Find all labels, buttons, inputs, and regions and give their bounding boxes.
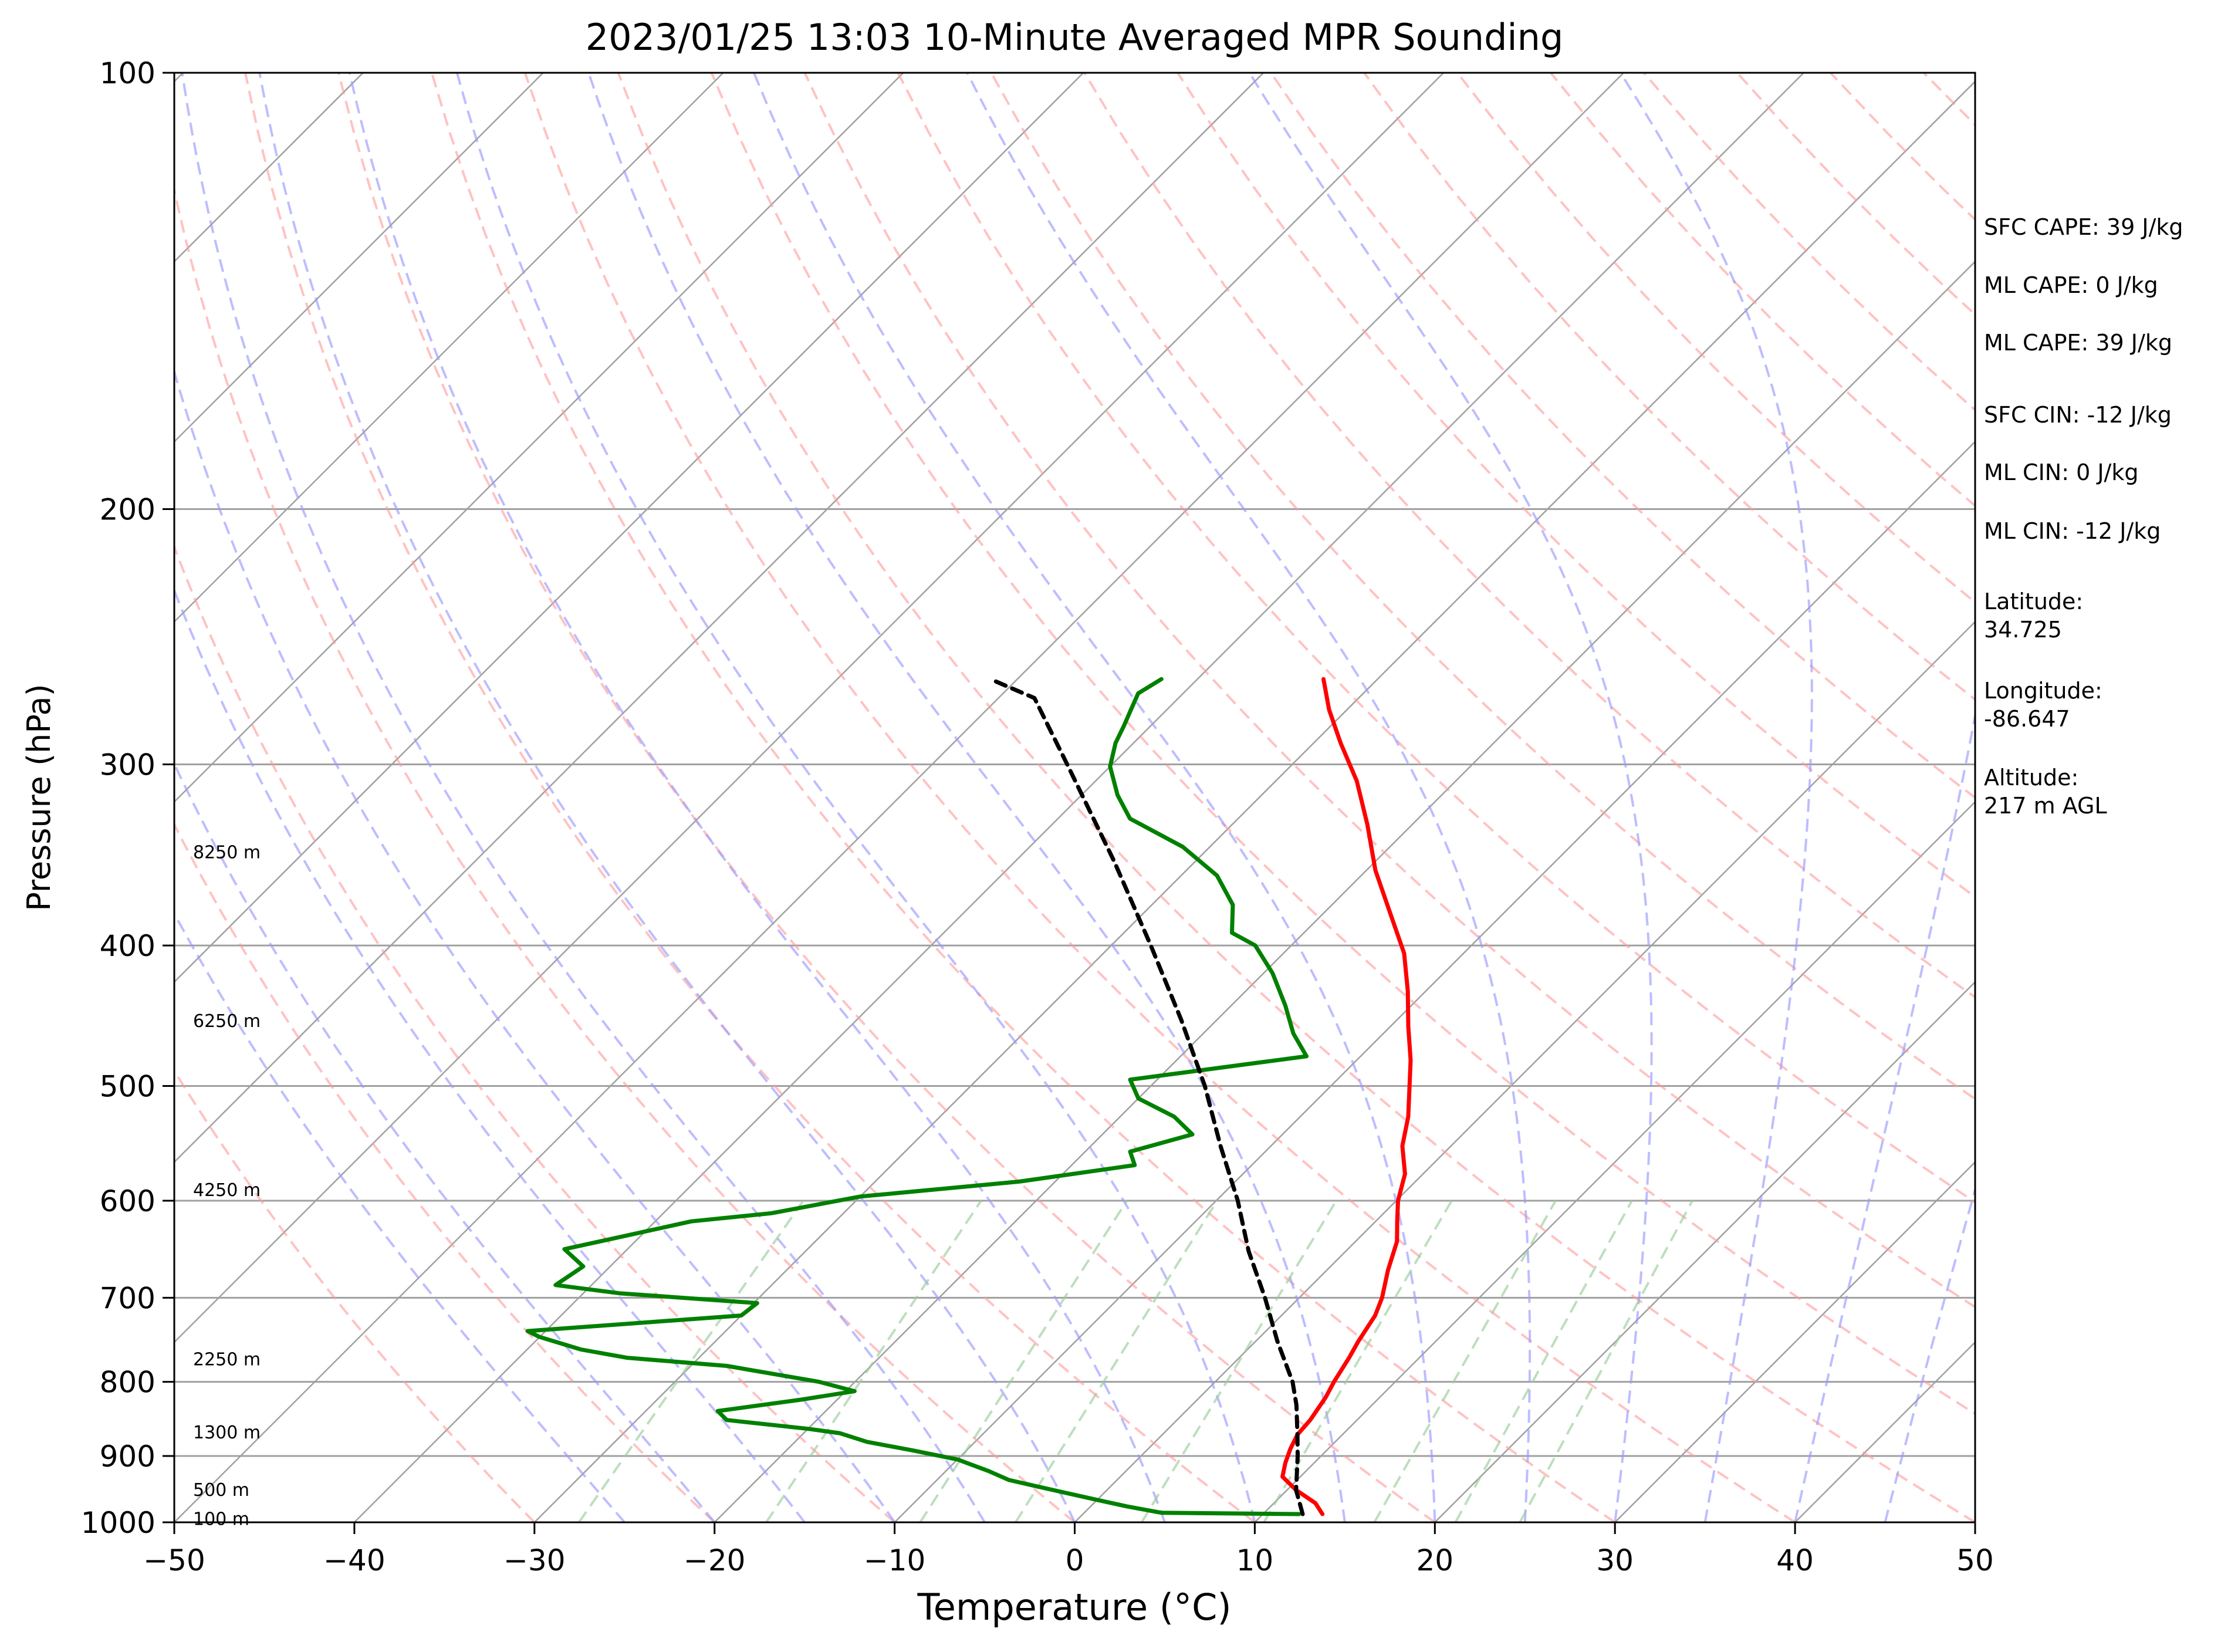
chart-title: 2023/01/25 13:03 10-Minute Averaged MPR … [586, 16, 1564, 59]
y-tick-label: 700 [100, 1281, 155, 1315]
stats-annotation-line: Longitude: [1984, 678, 2102, 704]
stats-annotation-line: SFC CIN: -12 J/kg [1984, 402, 2172, 428]
stats-annotation: ML CAPE: 0 J/kg [1984, 272, 2158, 298]
stats-annotation: SFC CIN: -12 J/kg [1984, 402, 2172, 428]
x-tick-label: 10 [1236, 1543, 1274, 1577]
height-label: 6250 m [193, 1011, 261, 1032]
height-label: 4250 m [193, 1180, 261, 1201]
stats-annotation: ML CIN: -12 J/kg [1984, 518, 2161, 544]
stats-annotation-line: Latitude: [1984, 589, 2083, 614]
x-tick-label: −10 [864, 1543, 926, 1577]
x-tick-label: −20 [684, 1543, 746, 1577]
stats-annotation: ML CIN: 0 J/kg [1984, 460, 2138, 485]
y-tick-label: 900 [100, 1440, 155, 1474]
stats-annotation-line: -86.647 [1984, 706, 2070, 732]
x-tick-label: 0 [1066, 1543, 1084, 1577]
y-tick-label: 600 [100, 1184, 155, 1218]
x-tick-label: 30 [1596, 1543, 1634, 1577]
stats-annotation-line: ML CAPE: 39 J/kg [1984, 330, 2172, 356]
y-tick-label: 1000 [81, 1506, 155, 1540]
height-label: 500 m [193, 1480, 249, 1501]
height-label: 100 m [193, 1509, 249, 1530]
height-label: 2250 m [193, 1349, 261, 1370]
x-tick-label: −30 [503, 1543, 566, 1577]
y-tick-label: 500 [100, 1069, 155, 1103]
y-tick-label: 800 [100, 1366, 155, 1400]
x-tick-label: 50 [1956, 1543, 1994, 1577]
stats-annotation-line: 34.725 [1984, 617, 2062, 643]
stats-annotation-line: Altitude: [1984, 765, 2078, 790]
x-tick-label: 20 [1416, 1543, 1453, 1577]
x-tick-label: 40 [1776, 1543, 1814, 1577]
x-axis-label: Temperature (°C) [917, 1586, 1231, 1629]
x-tick-label: −40 [323, 1543, 386, 1577]
stats-annotation: SFC CAPE: 39 J/kg [1984, 214, 2183, 240]
y-tick-label: 200 [100, 493, 155, 527]
stats-annotation-line: 217 m AGL [1984, 793, 2107, 819]
stats-annotation-line: ML CAPE: 0 J/kg [1984, 272, 2158, 298]
y-tick-label: 300 [100, 748, 155, 782]
y-tick-label: 100 [100, 56, 155, 90]
height-label: 8250 m [193, 842, 261, 863]
stats-annotation: ML CAPE: 39 J/kg [1984, 330, 2172, 356]
y-tick-label: 400 [100, 929, 155, 963]
stats-annotation-line: ML CIN: -12 J/kg [1984, 518, 2161, 544]
height-label: 1300 m [193, 1423, 261, 1443]
x-tick-label: −50 [143, 1543, 205, 1577]
stats-annotation-line: ML CIN: 0 J/kg [1984, 460, 2138, 485]
stats-annotation-line: SFC CAPE: 39 J/kg [1984, 214, 2183, 240]
y-axis-label: Pressure (hPa) [21, 684, 58, 911]
